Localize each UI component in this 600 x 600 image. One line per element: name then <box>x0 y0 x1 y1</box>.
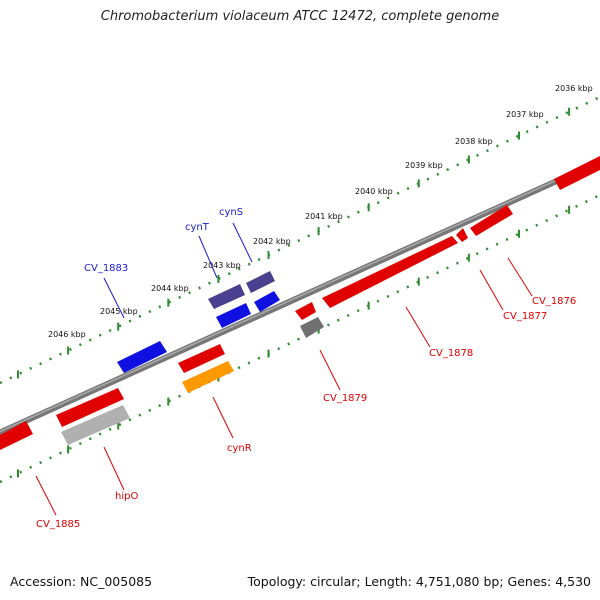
gene-arrow-cynr[interactable] <box>182 361 234 393</box>
leader-cv1876 <box>507 257 533 297</box>
gene-label-cv1879: CV_1879 <box>323 393 367 404</box>
leader-cv1879 <box>319 349 341 391</box>
gene-label-cyns: cynS <box>219 207 243 218</box>
gene-label-cynr: cynR <box>227 443 252 454</box>
kbp-label: 2045 kbp <box>100 307 138 316</box>
leader-cynt <box>198 235 218 279</box>
kbp-label: 2044 kbp <box>151 284 189 293</box>
gene-arrow[interactable] <box>254 291 280 312</box>
gene-arrow[interactable] <box>216 303 251 328</box>
gene-label-cv1877: CV_1877 <box>503 311 547 322</box>
reverse-ruler <box>0 193 600 484</box>
gene-label-cynt: cynT <box>185 222 210 233</box>
gene-arrow-cyns[interactable] <box>246 271 275 293</box>
gene-arrow-cv1883[interactable] <box>117 341 167 373</box>
gene-features <box>0 156 600 450</box>
gene-arrow-cv1877[interactable] <box>456 228 468 242</box>
gene-arrow-cv1878[interactable] <box>322 236 458 308</box>
genome-backbone <box>0 158 600 436</box>
kbp-label: 2036 kbp <box>555 84 593 93</box>
gene-arrow[interactable] <box>56 388 124 427</box>
leader-hipo <box>103 446 125 491</box>
kbp-label: 2042 kbp <box>253 237 291 246</box>
leader-cyns <box>232 222 253 263</box>
leader-cv1877 <box>479 269 504 311</box>
kbp-label: 2038 kbp <box>455 137 493 146</box>
gene-arrow[interactable] <box>554 156 600 190</box>
gene-arrow-gray[interactable] <box>300 317 324 338</box>
accession-text: Accession: NC_005085 <box>10 574 153 589</box>
gene-arrow-cv1879[interactable] <box>295 302 316 320</box>
ruler-major-ticks <box>17 107 571 478</box>
gene-arrow-cynt[interactable] <box>208 284 245 309</box>
kbp-label: 2041 kbp <box>305 212 343 221</box>
gene-arrow-cv1876[interactable] <box>470 205 513 236</box>
leader-cv1885 <box>35 475 57 516</box>
kbp-label: 2046 kbp <box>48 330 86 339</box>
gene-arrow-hipo[interactable] <box>61 405 130 445</box>
ruler-labels: 2036 kbp 2037 kbp 2038 kbp 2039 kbp 2040… <box>48 84 593 339</box>
leader-cv1883 <box>103 277 125 319</box>
kbp-label: 2043 kbp <box>203 261 241 270</box>
kbp-label: 2040 kbp <box>355 187 393 196</box>
gene-arrow-cv1885[interactable] <box>0 421 33 450</box>
gene-label-cv1883: CV_1883 <box>84 263 128 274</box>
gene-label-hipo: hipO <box>115 491 138 502</box>
gene-labels: CV_1876 CV_1877 CV_1878 CV_1879 cynR cyn… <box>36 207 576 530</box>
gene-label-cv1878: CV_1878 <box>429 348 473 359</box>
leader-cv1878 <box>405 306 431 348</box>
kbp-label: 2037 kbp <box>506 110 544 119</box>
forward-ruler <box>0 95 600 385</box>
kbp-label: 2039 kbp <box>405 161 443 170</box>
genome-summary-text: Topology: circular; Length: 4,751,080 bp… <box>247 574 591 589</box>
leader-cynr <box>212 396 234 439</box>
label-leaders <box>35 222 533 516</box>
gene-label-cv1885: CV_1885 <box>36 519 80 530</box>
gene-label-cv1876: CV_1876 <box>532 296 576 307</box>
map-title: Chromobacterium violaceum ATCC 12472, co… <box>100 9 500 24</box>
gene-arrow[interactable] <box>178 344 225 373</box>
